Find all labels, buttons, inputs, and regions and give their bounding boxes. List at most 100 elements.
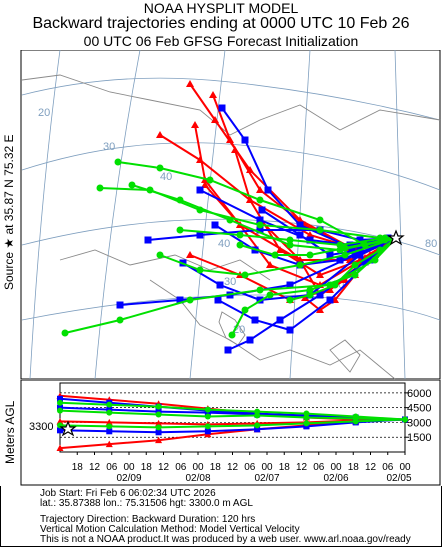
green-marker <box>316 216 324 224</box>
red-marker <box>186 80 194 87</box>
x-tick-label: 18 <box>348 462 360 473</box>
x-tick-label: 00 <box>399 462 411 473</box>
green-marker <box>61 329 69 337</box>
grid-line <box>189 50 226 380</box>
green-marker <box>156 164 164 172</box>
blue-marker <box>196 231 204 239</box>
green-marker <box>176 196 184 204</box>
grid-line <box>394 50 406 380</box>
blue-marker <box>296 221 304 229</box>
profile-x-ticks: 18 12 06 00 18 12 06 00 18 12 06 00 18 12 06 00 18 12 06 00… <box>72 452 412 484</box>
blue-marker <box>326 296 334 304</box>
green-marker <box>316 226 324 234</box>
green-marker <box>341 244 349 252</box>
green-marker <box>236 241 244 249</box>
green-height-marker <box>155 403 162 410</box>
info-job-start: Job Start: Fri Feb 6 06:02:34 UTC 2026 <box>40 488 216 499</box>
green-marker <box>381 236 389 244</box>
y-tick-label: 4500 <box>407 403 431 415</box>
green-height-marker <box>106 423 113 430</box>
blue-trajectory <box>147 229 397 242</box>
blue-marker <box>356 251 364 259</box>
green-marker <box>376 246 384 254</box>
x-tick-label: 06 <box>106 462 118 473</box>
blue-marker <box>361 258 369 266</box>
red-marker <box>211 116 219 123</box>
red-marker <box>266 261 274 268</box>
x-tick-label: 00 <box>330 462 342 473</box>
lat-label: 40 <box>218 238 230 250</box>
green-marker <box>226 216 234 224</box>
x-tick-label: 12 <box>365 462 377 473</box>
blue-marker <box>214 296 222 304</box>
coastline <box>149 279 396 380</box>
green-trajectory <box>231 237 397 336</box>
coastline <box>59 249 271 281</box>
green-marker <box>351 261 359 269</box>
blue-marker <box>356 236 364 244</box>
green-marker <box>156 251 164 259</box>
blue-marker <box>224 346 232 354</box>
info-direction: Trajectory Direction: Backward Duration:… <box>40 514 256 525</box>
blue-marker <box>256 226 264 234</box>
green-marker <box>116 316 124 324</box>
x-tick-label: 12 <box>158 462 170 473</box>
title-line-3: 00 UTC 06 Feb GFSG Forecast Initializati… <box>83 33 359 49</box>
green-marker <box>351 271 359 279</box>
star-icon <box>387 229 405 246</box>
blue-marker <box>258 206 266 214</box>
green-height-marker <box>204 406 211 413</box>
lat-label: 30 <box>224 276 236 288</box>
info-location: lat.: 35.87388 lon.: 75.31506 hgt: 3300.… <box>40 498 253 509</box>
x-tick-label: 06 <box>313 462 325 473</box>
x-tick-label: 18 <box>279 462 291 473</box>
blue-height-marker <box>106 428 113 435</box>
green-marker <box>96 184 104 192</box>
map-side-label: Source ★ at 35.87 N 75.32 E <box>2 134 16 290</box>
y-tick-label: 6000 <box>407 388 431 400</box>
red-marker <box>341 276 349 283</box>
x-tick-label: 00 <box>123 462 135 473</box>
red-marker <box>186 251 194 258</box>
info-vertical-method: Vertical Motion Calculation Method: Mode… <box>40 524 300 535</box>
blue-height-marker <box>204 428 211 435</box>
title-line-1: NOAA HYSPLIT MODEL <box>143 0 299 16</box>
date-label: 02/06 <box>323 473 348 484</box>
green-marker <box>331 281 339 289</box>
lon-label: 80 <box>425 238 437 250</box>
red-marker <box>191 121 199 128</box>
grid-line <box>21 142 441 191</box>
green-height-marker <box>254 412 261 419</box>
blue-trajectory <box>182 237 397 302</box>
map-grid <box>21 50 441 380</box>
blue-marker <box>336 256 344 264</box>
coastline <box>21 74 441 136</box>
x-tick-label: 06 <box>244 462 256 473</box>
blue-trajectory <box>227 237 397 351</box>
blue-marker <box>296 231 304 239</box>
red-marker <box>296 216 304 223</box>
blue-marker <box>306 236 314 244</box>
blue-marker <box>366 256 374 264</box>
blue-marker <box>256 216 264 224</box>
grid-line <box>21 294 441 321</box>
blue-marker <box>246 336 254 344</box>
red-marker <box>156 131 164 138</box>
green-marker <box>114 158 122 166</box>
blue-marker <box>316 291 324 299</box>
green-marker <box>228 331 236 339</box>
green-marker <box>306 291 314 299</box>
green-height-marker <box>204 423 211 430</box>
trajectories <box>61 80 397 354</box>
blue-marker <box>326 251 334 259</box>
blue-height-line <box>59 418 406 434</box>
blue-marker <box>218 104 226 112</box>
green-height-marker <box>204 413 211 420</box>
green-marker <box>256 286 264 294</box>
green-marker <box>186 296 194 304</box>
x-tick-label: 00 <box>261 462 273 473</box>
green-marker <box>306 286 314 294</box>
green-marker <box>286 241 294 249</box>
red-marker <box>201 181 209 188</box>
